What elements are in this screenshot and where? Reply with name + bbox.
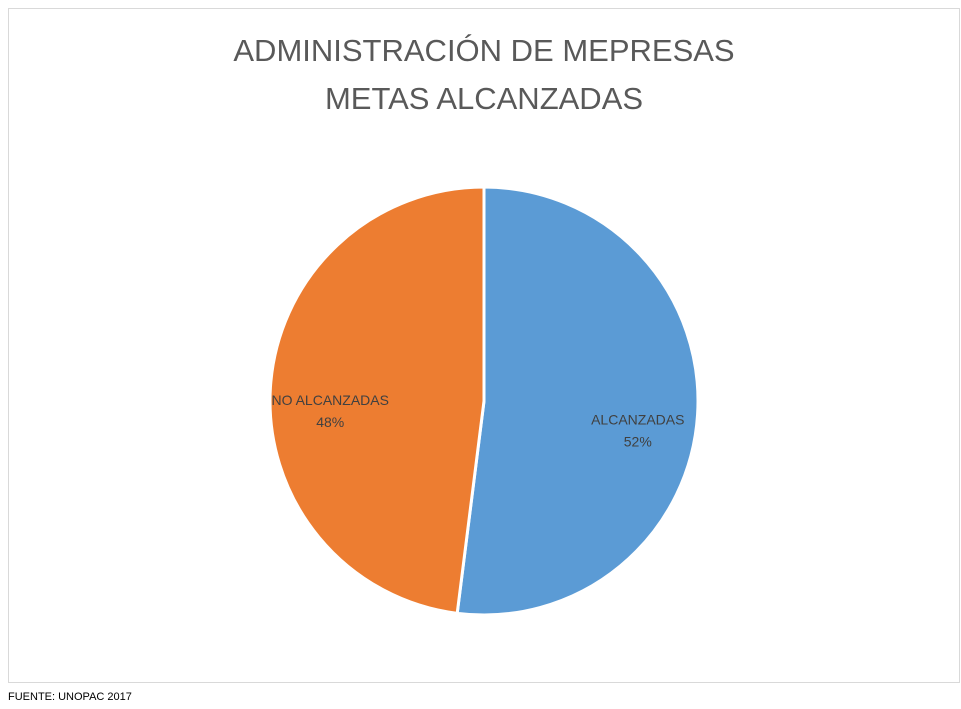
data-label-category: NO ALCANZADAS [271, 392, 388, 408]
chart-title: ADMINISTRACIÓN DE MEPRESAS [233, 33, 734, 68]
source-note: FUENTE: UNOPAC 2017 [8, 691, 132, 703]
pie-slice [268, 185, 486, 615]
data-label-value: 48% [316, 414, 344, 430]
pie-slice [455, 185, 700, 617]
chart-title: METAS ALCANZADAS [325, 81, 643, 116]
data-label-category: ALCANZADAS [591, 411, 684, 427]
data-label-value: 52% [624, 433, 652, 449]
